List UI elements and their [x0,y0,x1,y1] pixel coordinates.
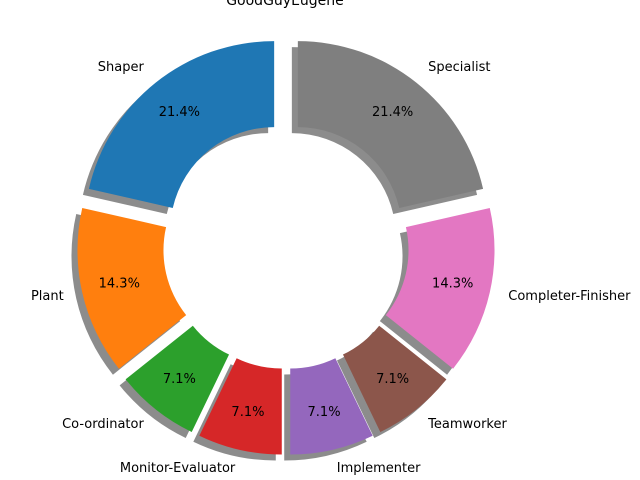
slice-label-implementer: Implementer [337,461,421,476]
slice-label-specialist: Specialist [428,60,490,75]
slice-monitor-evaluator [199,358,282,455]
slice-label-shaper: Shaper [98,60,145,75]
slice-teamworker [342,325,447,433]
slice-completer-finisher [385,207,495,369]
slice-labels: Shaper Plant Co-ordinator Monitor-Evaluator… [31,60,631,476]
slice-co-ordinator [125,325,230,433]
slice-label-teamworker: Teamworker [427,417,507,432]
slice-percent-teamworker: 7.1% [376,372,409,387]
slice-plant [77,207,187,369]
slice-percent-implementer: 7.1% [308,405,341,420]
slice-specialist [297,41,484,209]
slice-percent-monitor-evaluator: 7.1% [231,405,264,420]
chart-title: GoodGuyEugene [226,0,344,9]
slice-label-completer-finisher: Completer-Finisher [508,289,631,304]
slices [77,41,495,455]
slice-percent-specialist: 21.4% [372,105,413,120]
percent-labels: 21.4% 14.3% 7.1% 7.1% 7.1% 7.1% 14.3% 21.4% [99,105,474,420]
slice-label-plant: Plant [31,289,64,304]
slice-percent-shaper: 21.4% [159,105,200,120]
slice-percent-completer-finisher: 14.3% [432,277,473,292]
slice-implementer [290,358,373,455]
slice-label-co-ordinator: Co-ordinator [62,417,144,432]
slice-shaper [88,41,275,209]
slice-label-monitor-evaluator: Monitor-Evaluator [120,461,236,476]
slice-percent-plant: 14.3% [99,277,140,292]
slice-percent-co-ordinator: 7.1% [163,372,196,387]
